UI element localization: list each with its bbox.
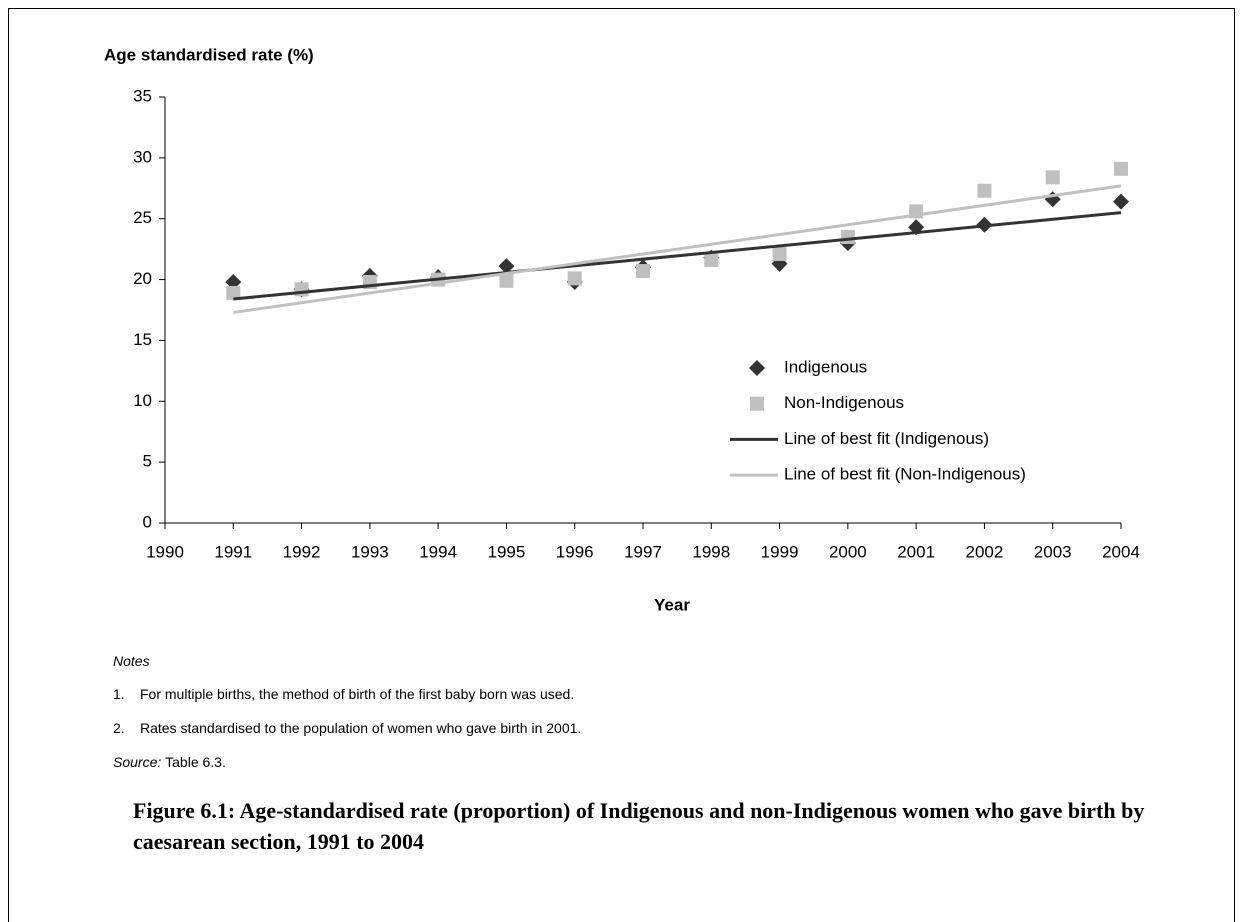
x-tick-label: 2004 <box>1102 542 1140 561</box>
x-tick-label: 1996 <box>556 542 594 561</box>
square-marker <box>772 247 787 262</box>
square-marker <box>1114 161 1128 176</box>
note-text: For multiple births, the method of birth… <box>140 686 575 702</box>
x-tick-label: 1998 <box>692 542 730 561</box>
square-marker <box>840 229 855 244</box>
y-tick-label: 30 <box>133 147 152 166</box>
note-text: Rates standardised to the population of … <box>140 720 582 736</box>
y-tick-label: 20 <box>133 269 152 288</box>
source: Source: Table 6.3. <box>113 754 226 770</box>
x-tick-label: 2000 <box>829 542 867 561</box>
x-tick-label: 1993 <box>351 542 389 561</box>
square-marker <box>1045 170 1060 185</box>
x-tick-label: 1997 <box>624 542 662 561</box>
x-tick-label: 2001 <box>897 542 935 561</box>
fit-line <box>233 211 1122 301</box>
x-tick-label: 1999 <box>761 542 799 561</box>
y-tick-label: 10 <box>133 391 152 410</box>
y-tick-label: 25 <box>133 208 152 227</box>
x-axis-title: Year <box>654 595 690 614</box>
y-tick-label: 0 <box>143 512 152 531</box>
y-tick-label: 15 <box>133 330 152 349</box>
x-tick-label: 1991 <box>214 542 252 561</box>
frame <box>8 8 1235 922</box>
square-marker <box>750 396 764 411</box>
x-tick-label: 2002 <box>966 542 1004 561</box>
figure-caption: Figure 6.1: Age-standardised rate (propo… <box>133 798 1145 854</box>
note-number: 1. <box>113 686 125 702</box>
legend-label: Line of best fit (Non-Indigenous) <box>784 465 1026 484</box>
source-text: Table 6.3. <box>165 754 226 770</box>
diamond-marker <box>498 258 515 275</box>
note-number: 2. <box>113 720 125 736</box>
chart: Age standardised rate (%) Year 0 5 10 15 20 2… <box>104 45 1140 614</box>
y-tick-label: 5 <box>143 452 152 471</box>
square-marker <box>704 253 719 268</box>
square-marker <box>226 285 241 300</box>
diamond-marker <box>1113 193 1129 210</box>
notes-heading: Notes <box>113 653 150 669</box>
square-marker <box>636 264 650 279</box>
diamond-marker <box>749 360 765 376</box>
square-marker <box>977 183 992 198</box>
x-tick-label: 1995 <box>488 542 526 561</box>
legend-label: Non-Indigenous <box>784 393 904 412</box>
legend-label: Indigenous <box>784 357 867 376</box>
x-tick-label: 1994 <box>419 542 457 561</box>
square-marker <box>567 271 582 286</box>
source-label: Source: <box>113 754 162 770</box>
x-tick-label: 1992 <box>283 542 321 561</box>
x-tick-label: 2003 <box>1034 542 1072 561</box>
fit-line <box>233 184 1122 314</box>
x-tick-label: 1990 <box>146 542 184 561</box>
square-marker <box>499 273 514 288</box>
legend-label: Line of best fit (Indigenous) <box>784 429 989 448</box>
y-axis-title: Age standardised rate (%) <box>104 45 314 64</box>
y-tick-label: 35 <box>133 86 152 105</box>
